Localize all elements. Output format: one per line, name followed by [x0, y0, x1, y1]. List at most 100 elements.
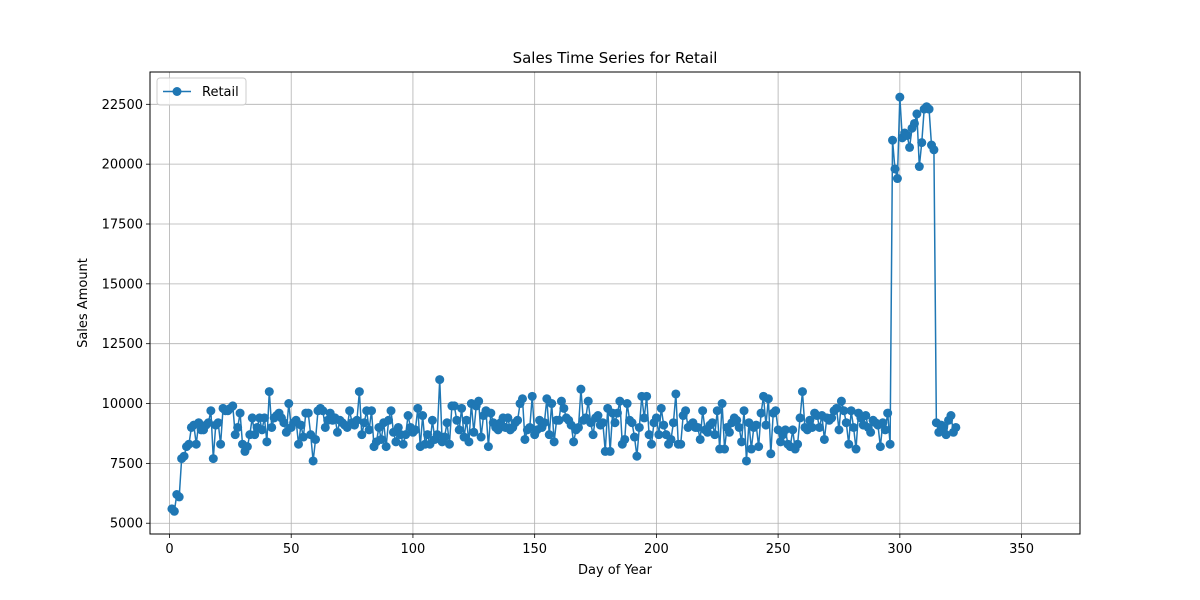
data-point [693, 422, 703, 432]
data-point [513, 415, 523, 425]
grid-lines [150, 72, 1080, 534]
data-point [598, 418, 608, 428]
data-point [267, 422, 277, 432]
data-point [449, 401, 459, 411]
x-tick-label: 100 [401, 542, 426, 557]
data-point [442, 418, 452, 428]
data-point [452, 415, 462, 425]
data-point [191, 439, 201, 449]
data-point [788, 425, 798, 435]
y-tick-label: 17500 [102, 218, 143, 233]
data-point [401, 430, 411, 440]
data-point [569, 437, 579, 447]
data-point [902, 130, 912, 140]
data-point [834, 425, 844, 435]
data-point [849, 422, 859, 432]
data-point [890, 164, 900, 174]
data-point [440, 432, 450, 442]
data-point [644, 430, 654, 440]
data-point [544, 430, 554, 440]
x-tick-label: 350 [1009, 542, 1034, 557]
data-point [707, 418, 717, 428]
data-point [554, 415, 564, 425]
data-point [651, 413, 661, 423]
data-point [435, 375, 445, 385]
x-axis-label: Day of Year [578, 563, 653, 578]
data-point [732, 415, 742, 425]
data-point [720, 444, 730, 454]
data-point [345, 406, 355, 416]
data-point [308, 456, 318, 466]
x-axis-ticks: 0 50 100 150 200 250 300 350 [165, 534, 1034, 557]
x-tick-label: 250 [766, 542, 791, 557]
data-point [376, 434, 386, 444]
data-point [939, 422, 949, 432]
data-point [464, 437, 474, 447]
data-point [461, 415, 471, 425]
data-point [605, 446, 615, 456]
data-point [474, 396, 484, 406]
data-point [771, 406, 781, 416]
data-point [924, 104, 934, 114]
data-point [208, 454, 218, 464]
x-tick-label: 150 [522, 542, 547, 557]
data-point [832, 403, 842, 413]
data-point [815, 422, 824, 432]
y-tick-label: 20000 [102, 158, 143, 173]
data-point [583, 396, 593, 406]
legend-marker-retail [172, 87, 182, 96]
data-point [206, 406, 216, 416]
data-point [423, 430, 433, 440]
data-point [318, 406, 328, 416]
data-point [676, 439, 686, 449]
x-tick-label: 0 [165, 542, 173, 557]
data-point [668, 418, 678, 428]
data-point [457, 403, 467, 413]
data-point [364, 425, 374, 435]
data-point [793, 439, 803, 449]
data-point [642, 391, 652, 401]
data-point [503, 413, 513, 423]
data-point [639, 413, 649, 423]
data-point [520, 434, 530, 444]
data-point [427, 415, 437, 425]
data-point [556, 396, 566, 406]
data-point [883, 408, 893, 418]
data-point [593, 411, 603, 421]
data-point [751, 420, 761, 430]
data-point [547, 399, 557, 409]
data-point [610, 418, 620, 428]
data-point [805, 415, 815, 425]
data-point [656, 403, 666, 413]
data-point [807, 422, 817, 432]
data-point [357, 430, 367, 440]
data-point [588, 430, 598, 440]
data-point [620, 434, 630, 444]
data-point [296, 420, 306, 430]
data-point [846, 406, 856, 416]
data-point [703, 427, 713, 437]
data-point [259, 413, 269, 423]
data-point [756, 408, 766, 418]
data-point [905, 142, 915, 152]
data-point [403, 411, 413, 421]
data-point [525, 422, 535, 432]
data-point [695, 434, 705, 444]
data-point [912, 109, 922, 119]
data-point [549, 437, 559, 447]
data-point [257, 425, 267, 435]
data-point [486, 408, 496, 418]
data-point [632, 451, 642, 461]
data-point [179, 451, 189, 461]
data-point [539, 418, 549, 428]
data-point [615, 396, 625, 406]
series-retail [167, 92, 961, 516]
data-point [634, 422, 644, 432]
data-point [413, 403, 423, 413]
legend-label-retail: Retail [202, 85, 239, 100]
data-point [836, 396, 846, 406]
data-point [827, 413, 837, 423]
data-point [303, 408, 313, 418]
data-point [851, 444, 861, 454]
